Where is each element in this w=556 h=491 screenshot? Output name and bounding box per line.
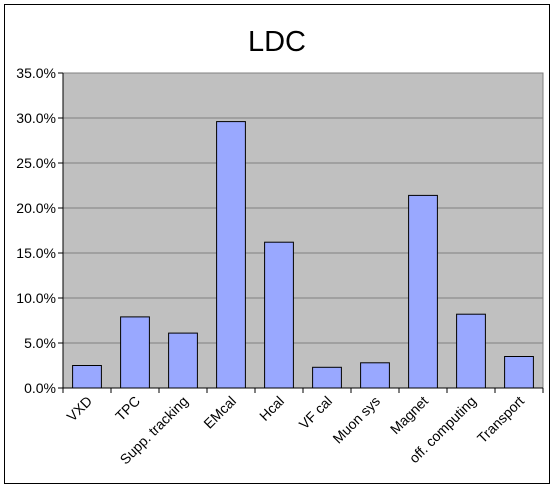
bar-magnet [408,194,438,389]
x-tick-label: VXD [63,393,95,425]
y-tick-label: 30.0% [16,110,56,126]
x-tick-label: Hcal [256,393,287,424]
y-tick-label: 25.0% [16,155,56,171]
y-tick-label: 10.0% [16,290,56,306]
bar-emcal [216,121,246,389]
y-tick-label: 15.0% [16,245,56,261]
bar-muon-sys [360,362,390,389]
y-tick-label: 5.0% [24,335,56,351]
x-tick-label: EMcal [200,393,239,432]
bar-tpc [120,316,150,389]
y-tick-label: 35.0% [16,65,56,81]
x-tick-label: VF cal [296,393,335,432]
bar-vxd [72,365,102,389]
chart-title: LDC [247,26,306,58]
x-tick-label: Magnet [387,393,431,437]
x-tick-label: Muon sys [329,393,383,447]
bar-vf-cal [312,366,342,389]
bar-off-computing [456,313,486,389]
bar-supp-tracking [168,332,198,389]
x-tick-label: Transport [474,393,527,446]
bar-hcal [264,241,294,389]
x-tick-label: TPC [112,393,143,424]
y-tick-label: 20.0% [16,200,56,216]
y-tick-label: 0.0% [24,380,56,396]
bar-transport [504,356,534,389]
